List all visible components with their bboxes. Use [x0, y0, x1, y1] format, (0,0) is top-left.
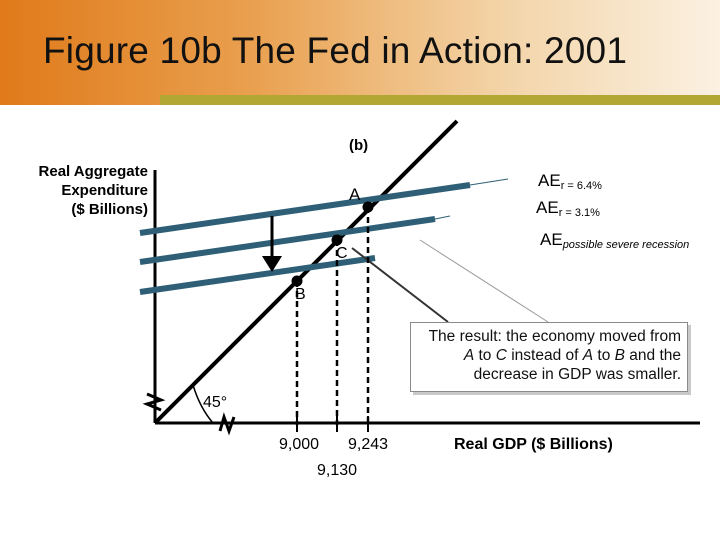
x-tick-label-9130: 9,130	[317, 462, 357, 479]
title-band	[0, 0, 720, 105]
ae-label-r31-name: AE	[536, 198, 559, 217]
x-axis-label: Real GDP ($ Billions)	[454, 436, 613, 453]
x-axis-break	[218, 412, 236, 436]
pointer-line-2	[351, 247, 449, 323]
ae-line-r64	[139, 182, 471, 236]
angle-arc	[192, 384, 214, 424]
point-label-a: A	[349, 185, 361, 204]
ae-line-r31-tail	[434, 215, 451, 220]
ae-label-r31-sub: r = 3.1%	[559, 207, 600, 219]
x-tick-label-9000: 9,000	[279, 436, 319, 453]
ae-label-recession-name: AE	[540, 230, 563, 249]
y-axis-label-line-1: Real Aggregate	[39, 163, 148, 180]
ae-label-recession-sub: possible severe recession	[562, 239, 690, 251]
pointer-line-1	[419, 239, 549, 323]
ae-line-recession	[139, 255, 376, 295]
point-label-b: B	[295, 286, 306, 303]
ae-label-r64-name: AE	[538, 171, 561, 190]
x-tick-label-9243: 9,243	[348, 436, 388, 453]
point-b	[291, 275, 303, 287]
shift-arrow-head	[262, 256, 282, 272]
ae-label-r64: AEr = 6.4%	[538, 171, 602, 192]
y-axis-label-line-2: Expenditure	[61, 182, 148, 199]
result-callout-text: The result: the economy moved from A to …	[428, 328, 681, 383]
ae-label-r31: AEr = 3.1%	[536, 198, 600, 219]
forty-five-degree-line	[153, 119, 459, 425]
angle-label: 45°	[203, 394, 227, 411]
y-axis-break	[142, 392, 166, 412]
accent-bar	[160, 95, 720, 105]
ae-line-r31	[139, 216, 436, 265]
ae-label-r64-sub: r = 6.4%	[561, 180, 602, 192]
panel-label: (b)	[349, 137, 368, 154]
ae-line-r64-tail	[469, 178, 509, 186]
point-a	[362, 201, 374, 213]
point-label-c: C	[336, 245, 348, 262]
slide-title: Figure 10b The Fed in Action: 2001	[43, 30, 628, 71]
ae-label-recession: AEpossible severe recession	[540, 230, 689, 251]
point-c	[331, 234, 343, 246]
y-axis-label-line-3: ($ Billions)	[71, 201, 148, 218]
result-callout: The result: the economy moved from A to …	[410, 322, 688, 392]
